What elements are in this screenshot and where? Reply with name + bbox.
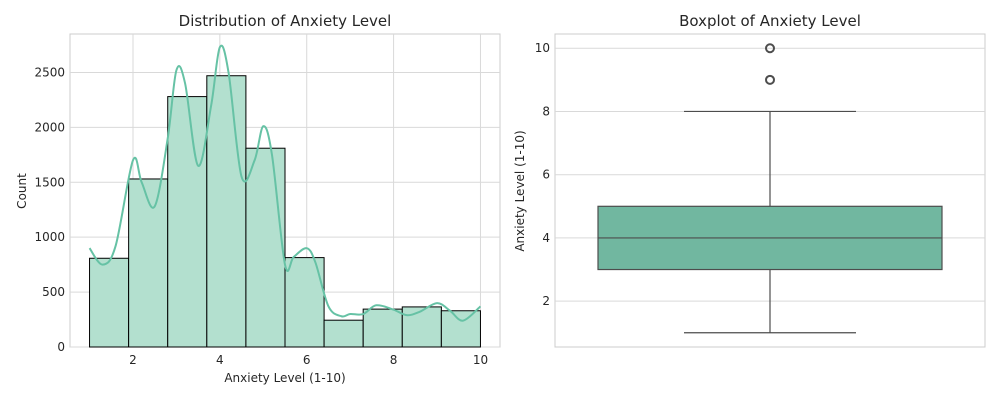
boxplot-y-label: Anxiety Level (1-10) [513,130,527,251]
y-tick-label: 1500 [34,175,65,189]
boxplot-y-ticks: 2 4 6 8 10 [535,41,550,308]
histogram-bar [440,310,481,348]
histogram-bar [167,96,208,348]
histogram-bar [401,306,442,348]
histogram-y-label: Count [15,173,29,209]
y-tick-label: 500 [42,285,65,299]
y-tick-label: 2500 [34,65,65,79]
histogram-bars [89,75,481,348]
boxplot-panel: 2 4 6 8 10 Boxplot of Anxiety Level Anxiety … [513,12,986,348]
histogram-x-ticks: 2 4 6 8 10 [129,353,488,367]
x-tick-label: 2 [129,353,137,367]
outlier-point [765,74,775,85]
y-tick-label: 4 [542,231,550,245]
y-tick-label: 6 [542,168,550,182]
y-tick-label: 0 [57,340,65,354]
histogram-title: Distribution of Anxiety Level [179,12,392,30]
histogram-x-label: Anxiety Level (1-10) [224,371,345,385]
histogram-bar [245,147,286,348]
histogram-bar [89,257,130,348]
y-tick-label: 2000 [34,120,65,134]
histogram-bar [206,75,247,348]
histogram-bar [362,308,403,348]
outlier-point [765,43,775,54]
histogram-panel: 2 4 6 8 10 0 500 1000 1500 2000 2500 Distribution… [15,12,501,385]
boxplot-body [597,43,943,334]
y-tick-label: 10 [535,41,550,55]
y-tick-label: 1000 [34,230,65,244]
x-tick-label: 4 [216,353,224,367]
y-tick-label: 8 [542,104,550,118]
histogram-bar [128,178,169,348]
boxplot-title: Boxplot of Anxiety Level [679,12,861,30]
x-tick-label: 6 [303,353,311,367]
x-tick-label: 10 [473,353,488,367]
y-tick-label: 2 [542,294,550,308]
histogram-y-ticks: 0 500 1000 1500 2000 2500 [34,65,65,354]
histogram-bar [323,319,364,348]
kde-curve [88,44,482,322]
x-tick-label: 8 [390,353,398,367]
